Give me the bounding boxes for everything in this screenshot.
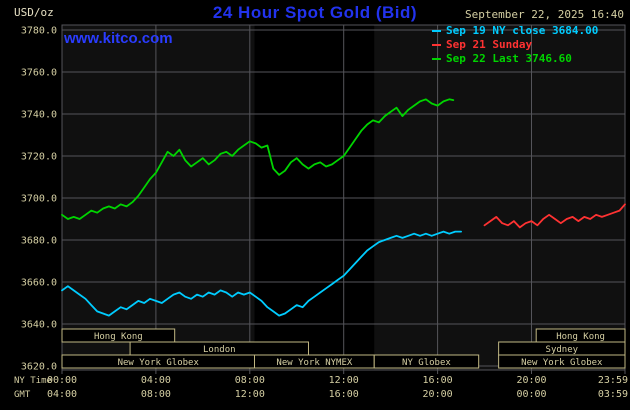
x-tick-label-nytime: 23:59 [598,375,628,386]
legend-item: Sep 19 NY close 3684.00 [432,24,624,38]
x-tick-label-gmt: 04:00 [47,389,77,400]
y-tick-label: 3780.0 [21,26,57,37]
session-box [61,328,176,343]
legend-swatch [432,44,441,46]
kitco-link[interactable]: www.kitco.com [64,30,173,47]
x-tick-label-gmt: 16:00 [329,389,359,400]
x-axis-row-label-gmt: GMT [14,390,31,400]
datetime-label: September 22, 2025 16:40 [465,8,624,21]
session-label: New York Globex [521,358,603,368]
page-title: 24 Hour Spot Gold (Bid) [212,3,418,22]
y-tick-label: 3760.0 [21,68,57,79]
x-tick-label-nytime: 00:00 [47,375,77,386]
series-sep19 [61,230,463,317]
x-tick-label-nytime: 20:00 [516,375,546,386]
legend: Sep 19 NY close 3684.00 Sep 21 Sunday Sep … [432,24,624,66]
legend-label: Sep 22 Last 3746.60 [446,52,572,65]
axis-labels: 3620.0 3640.0 3660.0 3680.0 3700.0 3720.0 3740… [14,26,628,401]
x-tick-label-gmt: 12:00 [235,389,265,400]
legend-label: Sep 19 NY close 3684.00 [446,24,599,37]
session-box [373,354,480,369]
x-tick-label-gmt: 03:59 [598,389,628,400]
legend-item: Sep 21 Sunday [432,38,624,52]
session-label: New York NYMEX [276,358,352,368]
y-tick-label: 3720.0 [21,152,57,163]
grid [61,24,626,371]
y-tick-label: 3640.0 [21,320,57,331]
market-sessions: Hong Kong Hong Kong London Sydney New York G… [61,328,626,369]
x-tick-label-gmt: 20:00 [423,389,453,400]
x-axis-row-label-nytime: NY Time [14,376,52,386]
x-tick-label-gmt: 08:00 [141,389,171,400]
legend-label: Sep 21 Sunday [446,38,533,51]
y-tick-label: 3660.0 [21,278,57,289]
series-sep21 [483,203,626,229]
y-tick-label: 3680.0 [21,236,57,247]
x-tick-label-nytime: 16:00 [423,375,453,386]
legend-swatch [432,30,441,32]
series-lines [61,98,626,317]
session-label: Hong Kong [556,332,605,342]
session-label: London [203,345,236,355]
legend-swatch [432,58,441,60]
legend-item: Sep 22 Last 3746.60 [432,52,624,66]
session-label: Hong Kong [94,332,143,342]
x-tick-label-nytime: 04:00 [141,375,171,386]
session-label: New York Globex [118,358,200,368]
session-label: NY Globex [402,358,451,368]
session-label: Sydney [546,345,579,355]
y-tick-label: 3740.0 [21,110,57,121]
x-tick-label-nytime: 08:00 [235,375,265,386]
session-box [498,354,626,369]
series-sep22 [61,98,455,220]
units-label: USD/oz [14,6,54,19]
x-tick-label-nytime: 12:00 [329,375,359,386]
x-tick-label-gmt: 00:00 [516,389,546,400]
y-tick-label: 3700.0 [21,194,57,205]
y-tick-label: 3620.0 [21,362,57,373]
